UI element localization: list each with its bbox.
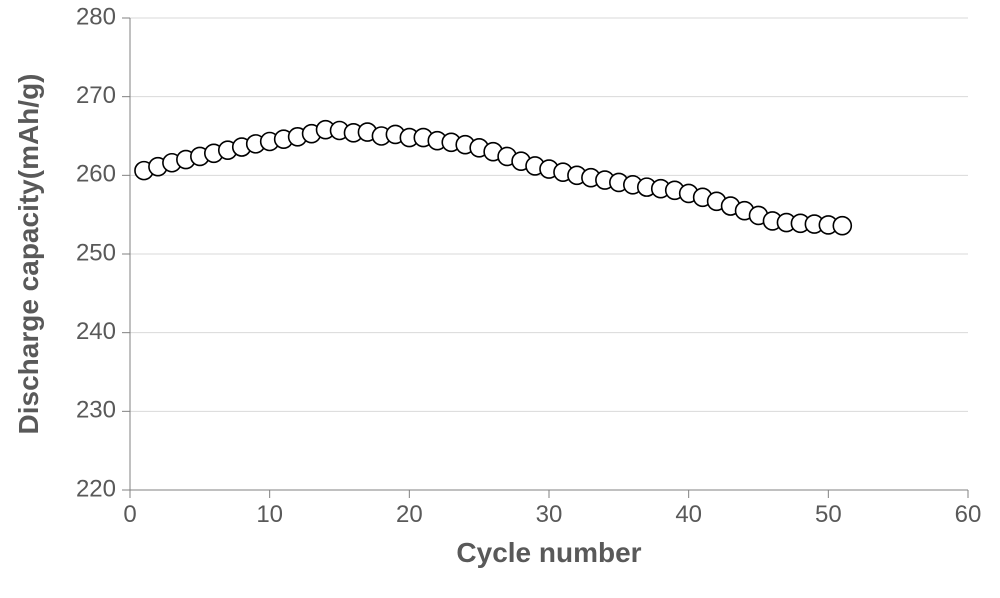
- discharge-capacity-chart: 220 230 240 250 260 270 280 0 10 20 30 40 50 60 Cycle …: [0, 0, 1000, 598]
- x-tick-label: 10: [256, 501, 283, 528]
- x-tick-label: 0: [123, 501, 136, 528]
- y-tick-label: 230: [76, 397, 116, 424]
- y-tick-label: 260: [76, 161, 116, 188]
- x-tick-label: 30: [536, 501, 563, 528]
- x-tick-label: 60: [955, 501, 982, 528]
- chart-svg: 220 230 240 250 260 270 280 0 10 20 30 40 50 60 Cycle …: [0, 0, 1000, 598]
- y-tick-label: 240: [76, 318, 116, 345]
- y-tick-label: 280: [76, 3, 116, 30]
- y-tick-label: 270: [76, 82, 116, 109]
- chart-background: [0, 0, 1000, 598]
- y-tick-label: 250: [76, 239, 116, 266]
- x-tick-label: 20: [396, 501, 423, 528]
- x-tick-label: 50: [815, 501, 842, 528]
- x-tick-label: 40: [675, 501, 702, 528]
- x-axis-label: Cycle number: [456, 537, 641, 568]
- y-tick-label: 220: [76, 475, 116, 502]
- y-axis-label: Discharge capacity(mAh/g): [13, 74, 44, 435]
- data-point: [833, 217, 851, 235]
